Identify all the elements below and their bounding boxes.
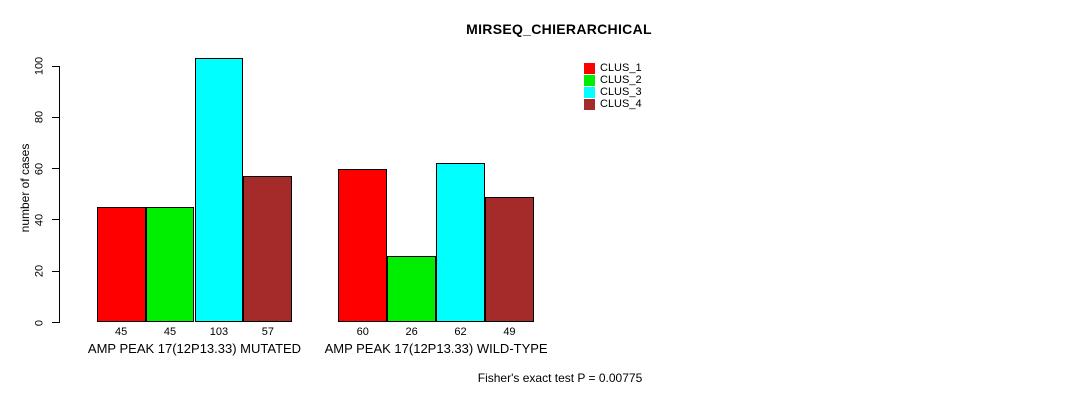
bar-value-label: 45: [115, 326, 128, 338]
legend-item-clus_1: CLUS_1: [584, 62, 642, 74]
bar-clus_1-group1: [96, 207, 146, 323]
y-tick-label: 40: [33, 213, 46, 227]
bar-value-label: 57: [261, 326, 274, 338]
y-tick-label: 0: [33, 319, 46, 326]
bar-clus_1-group2: [338, 168, 388, 323]
y-axis-label: number of cases: [18, 143, 32, 233]
legend-swatch-icon: [584, 86, 595, 98]
y-axis-line: [59, 66, 60, 323]
bar-value-label: 26: [405, 326, 418, 338]
y-tick-label: 20: [33, 265, 46, 278]
y-tick-mark: [52, 168, 59, 170]
bar-value-label: 103: [209, 326, 229, 338]
chart-title: MIRSEQ_CHIERARCHICAL: [466, 21, 652, 37]
x-group-label: AMP PEAK 17(12P13.33) MUTATED: [87, 341, 302, 356]
y-tick-mark: [52, 116, 59, 118]
legend-label: CLUS_2: [600, 73, 642, 86]
bar-value-label: 60: [356, 326, 369, 338]
bar-clus_4-group2: [485, 196, 534, 323]
y-tick-mark: [52, 270, 59, 272]
bar-clus_4-group1: [243, 176, 293, 323]
bar-value-label: 45: [163, 326, 177, 338]
y-tick-mark: [52, 322, 59, 323]
bar-value-label: 49: [503, 326, 516, 338]
legend-label: CLUS_1: [600, 61, 642, 74]
y-tick-label: 100: [33, 56, 46, 76]
legend-label: CLUS_4: [600, 97, 642, 110]
y-tick-label: 60: [33, 162, 46, 175]
bar-value-label: 62: [454, 326, 467, 338]
legend-swatch-icon: [584, 62, 595, 74]
y-tick-mark: [52, 65, 59, 67]
y-tick-mark: [52, 219, 59, 221]
legend-swatch-icon: [584, 74, 595, 86]
bar-clus_2-group2: [387, 255, 437, 323]
legend: CLUS_1 CLUS_2 CLUS_3 CLUS_4: [584, 62, 642, 110]
legend-label: CLUS_3: [600, 85, 642, 98]
legend-item-clus_4: CLUS_4: [584, 98, 642, 110]
bar-clus_3-group2: [436, 163, 485, 323]
legend-item-clus_2: CLUS_2: [584, 74, 642, 86]
legend-swatch-icon: [584, 98, 595, 110]
legend-item-clus_3: CLUS_3: [584, 86, 642, 98]
bar-clus_3-group1: [194, 58, 244, 323]
bar-clus_2-group1: [145, 207, 195, 323]
annotation-text: Fisher's exact test P = 0.00775: [477, 371, 643, 385]
x-group-label: AMP PEAK 17(12P13.33) WILD-TYPE: [324, 341, 548, 356]
y-tick-label: 80: [33, 111, 46, 124]
